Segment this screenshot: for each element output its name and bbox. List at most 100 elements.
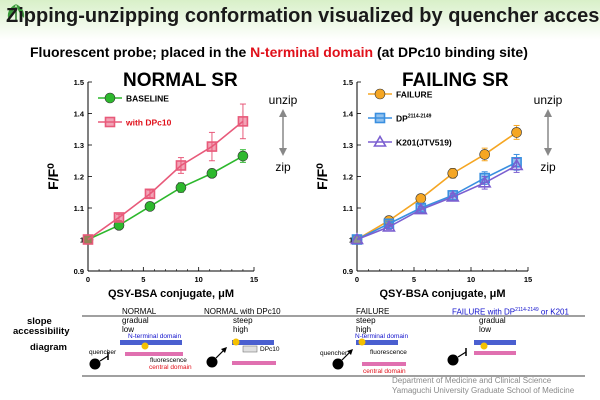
normal-data-point <box>237 150 249 162</box>
normal-y-tick-label: 1.5 <box>74 78 84 87</box>
col-head-failure-dp-main: FAILURE with DP <box>452 307 516 317</box>
normal-chart-title: NORMAL SR <box>123 70 238 91</box>
failing-chart-title: FAILING SR <box>402 70 509 91</box>
col-head-failure-dp-post: or K201 <box>538 307 569 317</box>
normal-y-axis-label: F/F⁰ <box>45 163 61 190</box>
failing-y-tick-label: 1.2 <box>343 173 353 182</box>
failing-data-point <box>445 189 460 202</box>
normal-x-axis-label: QSY-BSA conjugate, μM <box>108 288 234 300</box>
failing-legend-label-sup: 2114-2149 <box>408 114 432 120</box>
normal-legend-marker <box>104 116 116 128</box>
normal-zip-label: zip <box>275 160 291 174</box>
subtitle-highlight: N-terminal domain <box>250 44 374 60</box>
failing-legend-label: DP2114-2149 <box>396 114 432 124</box>
col-access-normal: low <box>122 325 135 334</box>
failing-data-point <box>477 175 492 188</box>
subtitle-suffix: (at DPc10 binding site) <box>373 44 528 60</box>
normal-y-tick-label: 1.4 <box>74 110 85 119</box>
normal-unzip-label: unzip <box>269 93 298 107</box>
normal-data-point <box>206 168 218 179</box>
diagram-normal-quencher: quencher <box>89 349 117 356</box>
normal-x-tick-label: 15 <box>250 275 258 284</box>
footer-university: Yamaguchi University Graduate School of … <box>392 386 575 395</box>
normal-data-point <box>237 116 249 127</box>
col-head-normal-dpc10: NORMAL with DPc10 <box>204 307 281 316</box>
failing-series-line-0 <box>356 131 518 241</box>
normal-data-point <box>144 188 156 200</box>
normal-y-tick-label: 1.3 <box>74 141 84 150</box>
failing-arrow-up-head <box>544 109 552 117</box>
diagram-failure-n-domain: N-terminal domain <box>355 333 409 340</box>
failing-x-axis-label: QSY-BSA conjugate, μM <box>379 288 505 300</box>
failing-x-tick-label: 10 <box>467 275 475 284</box>
title-bar <box>0 0 600 40</box>
normal-y-tick-label: 0.9 <box>74 267 84 276</box>
normal-series-line-0 <box>87 155 244 241</box>
failing-y-tick-label: 0.9 <box>343 267 353 276</box>
failing-x-tick-label: 0 <box>355 275 359 284</box>
failing-y-tick-label: 1 <box>349 236 353 245</box>
diagram-failure-central: central domain <box>363 368 406 375</box>
normal-data-point <box>175 182 187 193</box>
col-access-failure: high <box>356 325 372 334</box>
col-slope-failure: steep <box>356 316 376 325</box>
normal-legend-label: BASELINE <box>126 94 169 104</box>
normal-x-tick-label: 5 <box>141 275 145 284</box>
failing-y-tick-label: 1.1 <box>343 204 353 213</box>
failing-y-axis-label: F/F⁰ <box>314 163 330 190</box>
failing-y-tick-label: 1.5 <box>343 78 353 87</box>
col-access-failure-dp: low <box>479 325 492 334</box>
failing-legend-marker <box>373 134 387 147</box>
col-slope-failure-dp: gradual <box>479 316 506 325</box>
normal-arrow-up-head <box>279 109 287 117</box>
normal-legend-marker <box>104 92 116 104</box>
failing-legend-marker <box>374 88 386 100</box>
failing-unzip-label: unzip <box>534 93 563 107</box>
page-subtitle: Fluorescent probe; placed in the N-termi… <box>30 44 600 60</box>
col-access-normal-dpc10: high <box>233 325 249 334</box>
normal-arrow-down-head <box>279 148 287 156</box>
failing-zip-label: zip <box>540 160 556 174</box>
footer-department: Department of Medicine and Clinical Scie… <box>392 376 552 385</box>
diagram-normal-n-domain: N-terminal domain <box>128 333 182 340</box>
normal-x-tick-label: 10 <box>194 275 202 284</box>
col-head-failure-dp-sup: 2114-2149 <box>515 307 539 313</box>
row-label-slope: slope <box>27 316 52 327</box>
diagram-failure-quencher: quencher <box>320 350 348 357</box>
normal-legend-label: with DPc10 <box>125 118 172 128</box>
col-head-normal: NORMAL <box>122 307 157 316</box>
failing-y-tick-label: 1.3 <box>343 141 353 150</box>
col-head-failure-dp: FAILURE with DP2114-2149 or K201 <box>452 307 569 317</box>
normal-data-point <box>144 201 156 212</box>
diagram-normal-fluorescence: fluorescence <box>150 357 187 364</box>
failing-series-line-1 <box>356 161 517 241</box>
subtitle-prefix: Fluorescent probe; placed in the <box>30 44 251 60</box>
diagram-failure-fluorescence: fluorescence <box>370 349 407 356</box>
col-head-failure: FAILURE <box>356 307 390 316</box>
failing-legend-label: K201(JTV519) <box>396 138 452 148</box>
normal-y-tick-label: 1.2 <box>74 173 84 182</box>
failing-legend-label: FAILURE <box>396 90 433 100</box>
normal-data-point <box>113 212 125 223</box>
diagram-normal-central: central domain <box>149 364 192 371</box>
diagram-dpc10-label: DPc10 <box>260 346 280 353</box>
normal-y-tick-label: 1.1 <box>74 204 84 213</box>
row-label-diagram: diagram <box>30 342 67 353</box>
col-slope-normal-dpc10: steep <box>233 316 253 325</box>
normal-x-tick-label: 0 <box>86 275 90 284</box>
failing-legend-marker <box>374 112 386 124</box>
failing-x-tick-label: 5 <box>412 275 416 284</box>
failing-y-tick-label: 1.4 <box>343 110 354 119</box>
normal-data-point <box>175 160 187 171</box>
failing-data-point <box>382 219 396 232</box>
failing-data-point <box>413 202 428 215</box>
row-label-accessibility: accessibility <box>13 326 70 337</box>
university-logo-icon <box>7 4 25 22</box>
